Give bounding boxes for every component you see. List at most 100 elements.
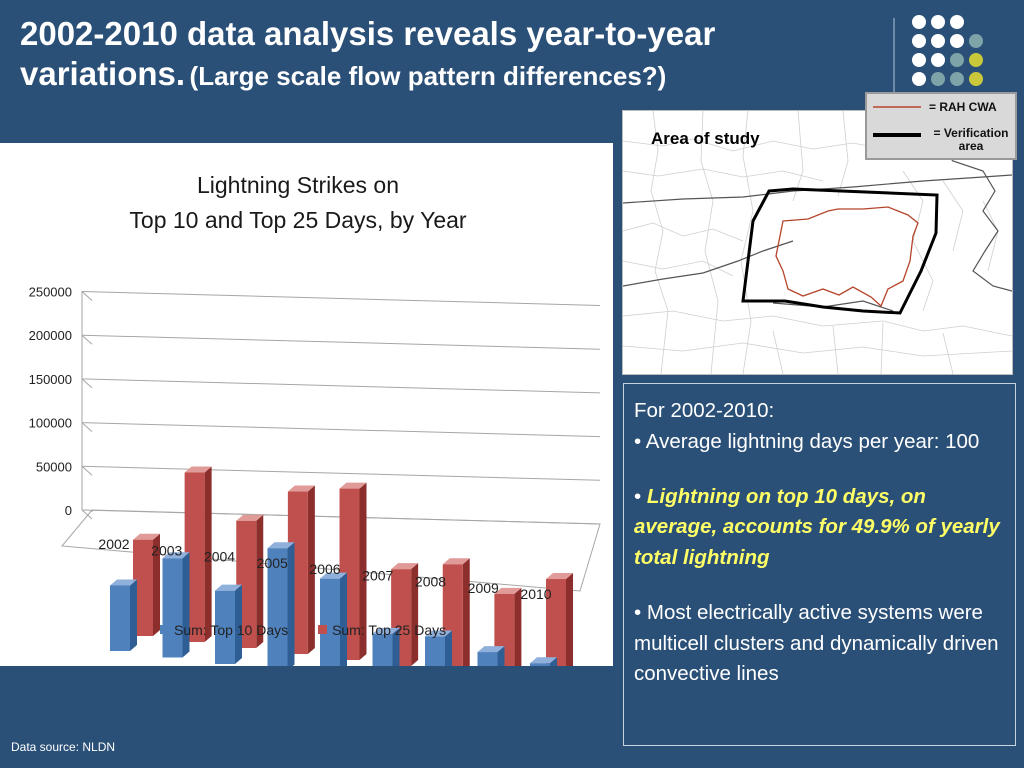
bar: [133, 539, 153, 636]
bar-side: [340, 572, 347, 677]
bar-top: [162, 552, 190, 559]
map-graphic: [623, 111, 1012, 374]
grid-line-side: [81, 334, 93, 345]
summary-intro: For 2002-2010:: [634, 399, 775, 422]
x-tick-label: 2007: [362, 567, 393, 583]
chart-title: Top 10 and Top 25 Days, by Year: [129, 207, 467, 233]
y-tick-label: 200000: [29, 328, 72, 343]
decorative-dot: [931, 72, 945, 86]
bar-top: [477, 646, 505, 653]
bar-side: [359, 482, 367, 660]
summary-bullet-3: Most electrically active systems were mu…: [634, 600, 999, 686]
county-lines: [623, 111, 1012, 374]
bar-side: [307, 485, 315, 654]
decorative-dot: [950, 34, 964, 48]
bar-top: [287, 485, 315, 492]
bar-top: [372, 627, 400, 634]
bar-side: [153, 533, 160, 636]
decorative-divider: [893, 18, 895, 100]
grid-line-side: [81, 509, 93, 520]
bullet-marker: •: [634, 484, 642, 508]
slide-title-main: 2002-2010 data analysis reveals year-to-…: [20, 15, 716, 92]
decorative-dot: [950, 53, 964, 67]
bar-side: [130, 579, 137, 651]
legend-label: Sum: Top 25 Days: [332, 622, 446, 638]
decorative-dot: [931, 15, 945, 29]
summary-box: For 2002-2010: • Average lightning days …: [623, 383, 1016, 746]
decorative-dot: [969, 53, 983, 67]
grid-line: [81, 291, 601, 306]
map-legend-graphic: [873, 106, 921, 137]
bar-top: [184, 466, 212, 473]
y-tick-label: 0: [65, 503, 72, 518]
chart-title: Lightning Strikes on: [197, 172, 399, 198]
grid-line: [81, 378, 601, 394]
bar: [372, 633, 393, 684]
verification-area-outline: [741, 187, 939, 315]
x-tick-label: 2006: [309, 561, 340, 577]
bullet-marker: •: [634, 429, 642, 453]
grid-line: [81, 422, 601, 438]
grid-line-side: [81, 378, 93, 389]
grid-line-side: [81, 291, 93, 301]
x-tick-label: 2002: [98, 536, 129, 552]
bar-top: [267, 542, 295, 549]
bar: [320, 578, 340, 677]
bar-top: [391, 563, 419, 570]
grid-line-side: [81, 465, 93, 476]
bar-top: [494, 587, 522, 594]
map-legend: = RAH CWA = Verification area: [865, 92, 1017, 160]
decorative-dot: [969, 34, 983, 48]
bar: [184, 472, 205, 642]
grid-line-side: [81, 422, 93, 432]
y-tick-label: 100000: [29, 416, 72, 431]
legend-label-rah-cwa: = RAH CWA: [929, 100, 997, 114]
slide-title: 2002-2010 data analysis reveals year-to-…: [20, 14, 820, 93]
decorative-dot: [931, 53, 945, 67]
bar-top: [236, 514, 264, 521]
data-source: Data source: NLDN: [11, 740, 116, 754]
grid-line: [81, 465, 601, 481]
x-tick-label: 2003: [151, 542, 182, 558]
decorative-dot: [969, 72, 983, 86]
legend-swatch: [160, 625, 169, 634]
bar-side: [182, 552, 190, 658]
chart-panel: Lightning Strikes on Top 10 and Top 25 Da…: [0, 143, 613, 703]
bar-chart: Lightning Strikes on Top 10 and Top 25 Da…: [29, 172, 601, 703]
x-tick-label: 2005: [257, 555, 288, 571]
decorative-dot-grid: [912, 15, 1012, 95]
bar-top: [442, 558, 470, 565]
chart-floor: [61, 509, 601, 592]
y-tick-label: 250000: [29, 285, 72, 300]
slide-title-sub: (Large scale flow pattern differences?): [189, 60, 667, 91]
decorative-dot: [950, 15, 964, 29]
bar: [267, 548, 288, 671]
bar: [215, 590, 235, 664]
rah-cwa-outline: [775, 206, 919, 308]
bar-side: [256, 514, 264, 648]
bar-side: [514, 587, 522, 678]
bar: [162, 558, 183, 658]
bar-side: [566, 573, 573, 684]
map-label: Area of study: [651, 129, 760, 148]
bar-top: [110, 579, 137, 586]
bar-top: [215, 584, 242, 591]
bar-top: [339, 482, 367, 489]
y-tick-label: 50000: [36, 459, 72, 474]
bar-side: [462, 558, 470, 672]
bar-side: [287, 542, 295, 671]
decorative-dot: [950, 72, 964, 86]
decorative-dot: [912, 72, 926, 86]
summary-bullet-2: Lightning on top 10 days, on average, ac…: [634, 484, 1000, 570]
summary-bullet-1: Average lightning days per year: 100: [645, 429, 980, 453]
bar-top: [133, 533, 160, 540]
bar-side: [204, 466, 212, 642]
decorative-dot: [912, 53, 926, 67]
bar-top: [320, 572, 347, 579]
legend-swatch: [318, 625, 327, 634]
bar-top: [425, 630, 452, 637]
bar-top: [530, 657, 557, 664]
bar: [477, 652, 498, 697]
legend-label-verification: = Verification area: [933, 126, 1009, 154]
bar-top: [546, 573, 573, 580]
